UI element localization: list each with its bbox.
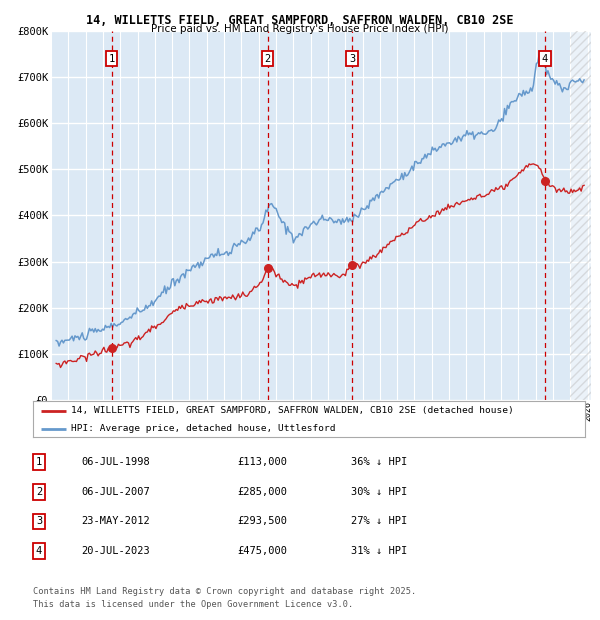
Text: £285,000: £285,000	[237, 487, 287, 497]
Text: 3: 3	[36, 516, 42, 526]
Text: 36% ↓ HPI: 36% ↓ HPI	[351, 457, 407, 467]
Text: 1: 1	[109, 54, 115, 64]
Text: 06-JUL-2007: 06-JUL-2007	[81, 487, 150, 497]
Text: This data is licensed under the Open Government Licence v3.0.: This data is licensed under the Open Gov…	[33, 600, 353, 609]
Text: 27% ↓ HPI: 27% ↓ HPI	[351, 516, 407, 526]
Text: 4: 4	[542, 54, 548, 64]
Text: 31% ↓ HPI: 31% ↓ HPI	[351, 546, 407, 556]
Text: Contains HM Land Registry data © Crown copyright and database right 2025.: Contains HM Land Registry data © Crown c…	[33, 587, 416, 596]
Text: 4: 4	[36, 546, 42, 556]
Text: 14, WILLETTS FIELD, GREAT SAMPFORD, SAFFRON WALDEN, CB10 2SE: 14, WILLETTS FIELD, GREAT SAMPFORD, SAFF…	[86, 14, 514, 27]
Text: 06-JUL-1998: 06-JUL-1998	[81, 457, 150, 467]
Text: 30% ↓ HPI: 30% ↓ HPI	[351, 487, 407, 497]
Text: £475,000: £475,000	[237, 546, 287, 556]
Text: £293,500: £293,500	[237, 516, 287, 526]
Text: 1: 1	[36, 457, 42, 467]
Text: £113,000: £113,000	[237, 457, 287, 467]
Text: 3: 3	[349, 54, 355, 64]
Text: 14, WILLETTS FIELD, GREAT SAMPFORD, SAFFRON WALDEN, CB10 2SE (detached house): 14, WILLETTS FIELD, GREAT SAMPFORD, SAFF…	[71, 406, 513, 415]
Text: 20-JUL-2023: 20-JUL-2023	[81, 546, 150, 556]
Text: 23-MAY-2012: 23-MAY-2012	[81, 516, 150, 526]
Text: 2: 2	[265, 54, 271, 64]
Text: HPI: Average price, detached house, Uttlesford: HPI: Average price, detached house, Uttl…	[71, 424, 335, 433]
Text: Price paid vs. HM Land Registry's House Price Index (HPI): Price paid vs. HM Land Registry's House …	[151, 24, 449, 33]
Text: 2: 2	[36, 487, 42, 497]
